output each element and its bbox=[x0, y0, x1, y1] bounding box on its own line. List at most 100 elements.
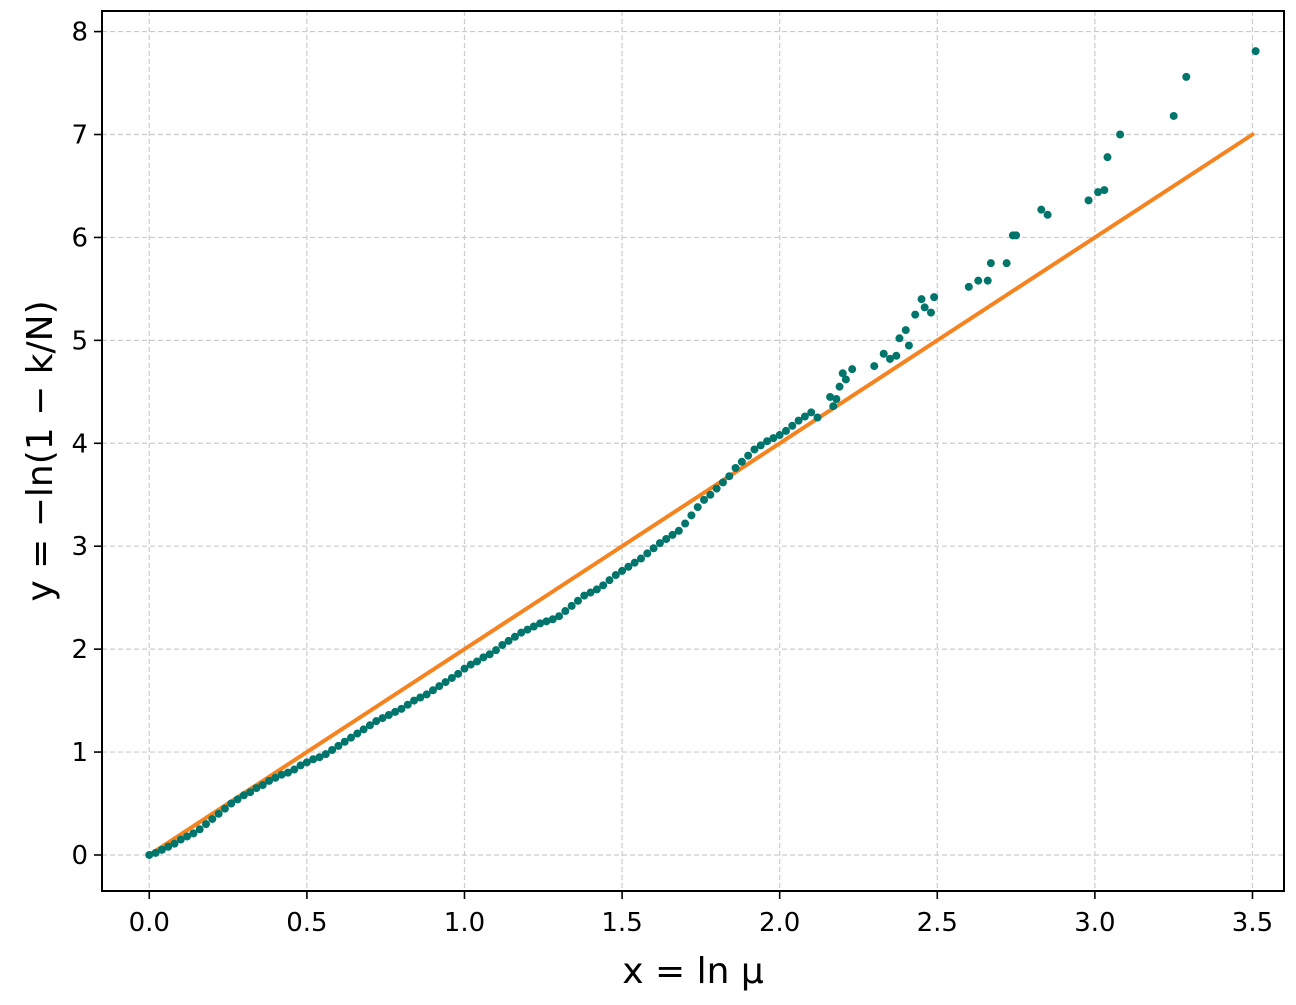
data-point bbox=[586, 588, 595, 597]
data-point bbox=[668, 530, 677, 539]
data-point bbox=[220, 804, 229, 813]
data-point bbox=[870, 362, 879, 371]
data-point bbox=[542, 617, 551, 626]
data-point bbox=[195, 825, 204, 834]
data-point bbox=[788, 421, 797, 430]
grid bbox=[102, 11, 1284, 891]
data-point bbox=[283, 768, 292, 777]
data-point bbox=[397, 704, 406, 713]
axes: 0.0 0.5 1.0 1.5 2.0 2.5 3.0 3.5 0 1 2 3 4 5 6 7 8 bbox=[71, 18, 1273, 938]
data-point bbox=[662, 535, 671, 543]
data-point bbox=[1084, 196, 1093, 205]
data-point bbox=[835, 382, 844, 391]
data-point bbox=[848, 365, 857, 374]
x-tick-label: 0.5 bbox=[286, 908, 327, 938]
y-tick-label: 7 bbox=[71, 121, 88, 151]
data-point bbox=[428, 686, 437, 695]
data-point bbox=[712, 484, 721, 493]
data-point bbox=[599, 581, 608, 590]
data-point bbox=[1043, 210, 1052, 219]
data-point bbox=[775, 431, 784, 440]
data-point bbox=[911, 310, 920, 319]
data-point bbox=[674, 526, 683, 535]
data-point bbox=[353, 729, 362, 738]
data-point bbox=[145, 850, 154, 859]
data-point bbox=[536, 619, 545, 628]
x-tick-label: 1.0 bbox=[444, 908, 485, 938]
data-point bbox=[904, 341, 913, 350]
data-point bbox=[479, 653, 488, 662]
data-point bbox=[737, 457, 746, 466]
data-point bbox=[718, 478, 727, 487]
data-point bbox=[983, 276, 992, 285]
plot-frame bbox=[101, 10, 1285, 892]
data-point bbox=[879, 349, 888, 358]
data-point bbox=[561, 607, 570, 616]
y-tick-label: 8 bbox=[71, 18, 88, 48]
data-point bbox=[416, 693, 425, 702]
data-point bbox=[504, 636, 513, 645]
data-point bbox=[700, 495, 709, 504]
data-point bbox=[681, 519, 690, 528]
data-point bbox=[334, 741, 343, 750]
data-point bbox=[302, 758, 311, 767]
data-point bbox=[892, 351, 901, 360]
x-tick-label: 0.0 bbox=[129, 908, 170, 938]
data-point bbox=[384, 711, 393, 719]
fit-line bbox=[147, 132, 1255, 857]
data-point bbox=[750, 445, 759, 454]
plot-series bbox=[145, 47, 1260, 859]
x-axis-label: x = ln μ bbox=[622, 951, 764, 992]
data-point bbox=[435, 682, 444, 691]
y-tick-label: 3 bbox=[71, 532, 88, 562]
data-point bbox=[498, 641, 507, 650]
data-point bbox=[687, 511, 696, 520]
data-point bbox=[403, 700, 412, 709]
data-point bbox=[611, 571, 620, 580]
data-point bbox=[365, 721, 374, 730]
data-point bbox=[624, 562, 633, 571]
data-point bbox=[447, 673, 456, 682]
y-tick-label: 2 bbox=[71, 635, 88, 665]
data-point bbox=[1116, 130, 1125, 139]
data-point bbox=[441, 678, 450, 687]
data-point bbox=[1012, 231, 1021, 240]
data-point bbox=[473, 657, 482, 666]
data-point bbox=[826, 392, 835, 401]
data-point bbox=[744, 451, 753, 460]
data-point bbox=[517, 628, 526, 637]
x-tick-label: 3.5 bbox=[1232, 908, 1273, 938]
data-point bbox=[208, 814, 217, 823]
data-point bbox=[807, 408, 816, 417]
data-point bbox=[290, 765, 299, 774]
data-point bbox=[832, 395, 841, 404]
y-tick-label: 0 bbox=[71, 841, 88, 871]
data-point bbox=[378, 714, 387, 723]
data-point bbox=[529, 622, 538, 631]
data-point bbox=[630, 558, 639, 567]
data-point bbox=[1037, 205, 1046, 214]
data-point bbox=[974, 276, 983, 285]
data-point bbox=[643, 549, 652, 558]
data-point bbox=[296, 761, 305, 770]
data-point bbox=[239, 791, 248, 800]
x-tick-label: 1.5 bbox=[601, 908, 642, 938]
data-point bbox=[359, 725, 368, 734]
data-point bbox=[895, 334, 904, 343]
data-point bbox=[917, 295, 926, 304]
data-point bbox=[731, 463, 740, 472]
data-point bbox=[800, 412, 809, 421]
data-point bbox=[781, 426, 790, 435]
data-point bbox=[901, 326, 910, 335]
data-point bbox=[233, 795, 242, 804]
data-point bbox=[347, 733, 356, 742]
data-point bbox=[214, 809, 223, 818]
data-point bbox=[592, 585, 601, 594]
data-point bbox=[1100, 186, 1109, 195]
data-point bbox=[769, 434, 778, 443]
data-point bbox=[372, 717, 381, 726]
y-axis-label: y = −ln(1 − k/N) bbox=[20, 300, 61, 601]
data-point bbox=[1182, 72, 1191, 81]
